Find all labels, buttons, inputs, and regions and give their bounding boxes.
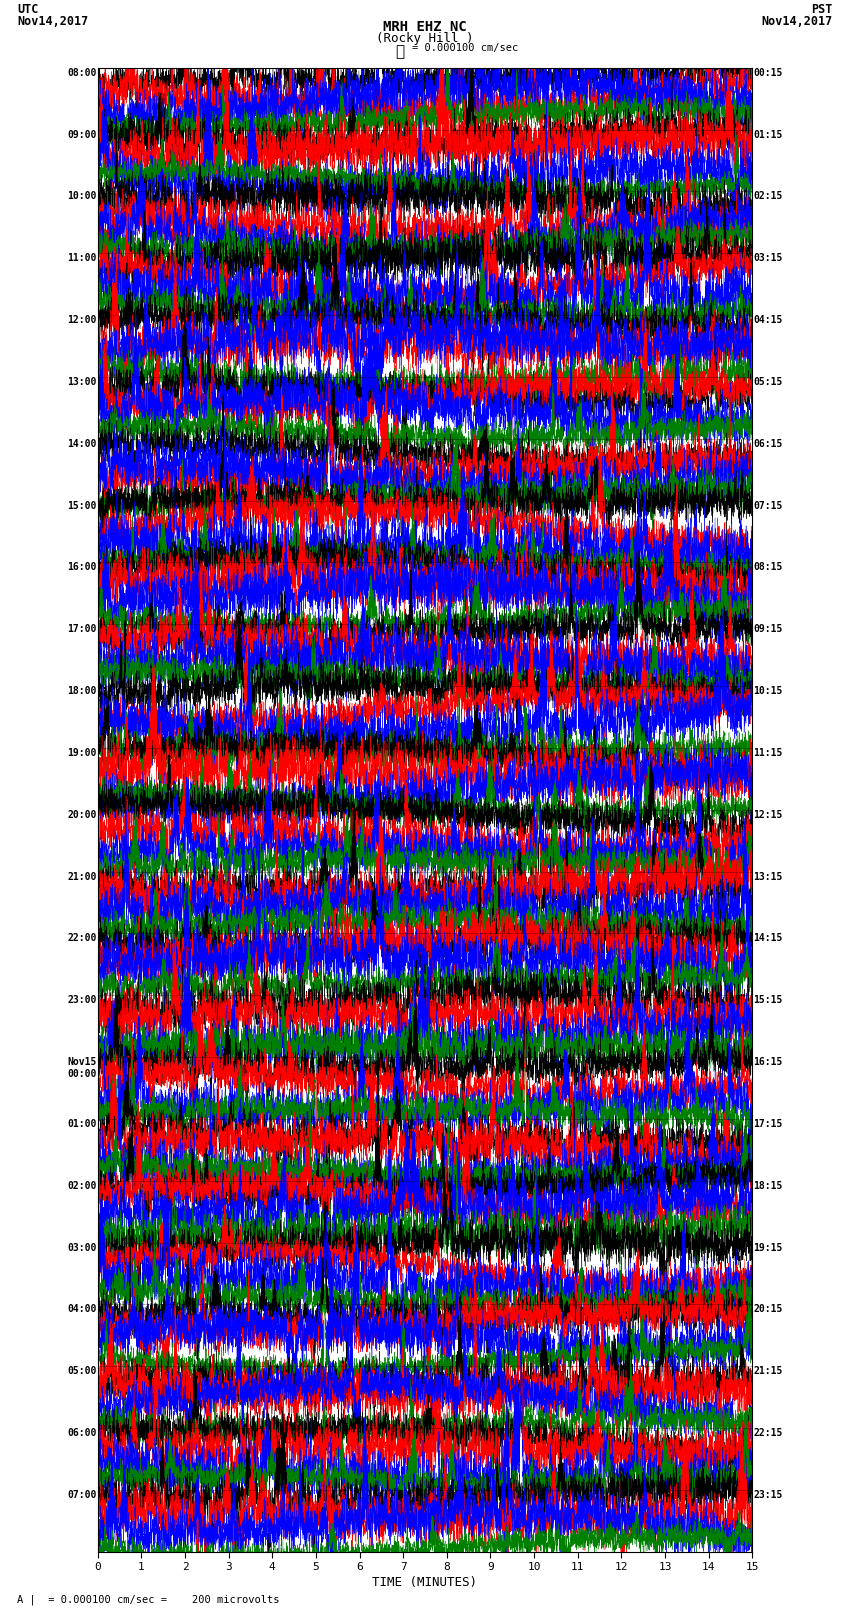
Text: A |  = 0.000100 cm/sec =    200 microvolts: A | = 0.000100 cm/sec = 200 microvolts bbox=[17, 1594, 280, 1605]
Text: 05:15: 05:15 bbox=[754, 377, 783, 387]
Text: 19:15: 19:15 bbox=[754, 1242, 783, 1253]
Text: 14:00: 14:00 bbox=[67, 439, 96, 448]
Text: 09:00: 09:00 bbox=[67, 129, 96, 140]
Text: 00:15: 00:15 bbox=[754, 68, 783, 77]
Text: 01:15: 01:15 bbox=[754, 129, 783, 140]
X-axis label: TIME (MINUTES): TIME (MINUTES) bbox=[372, 1576, 478, 1589]
Text: 13:00: 13:00 bbox=[67, 377, 96, 387]
Text: 11:15: 11:15 bbox=[754, 748, 783, 758]
Text: 03:15: 03:15 bbox=[754, 253, 783, 263]
Text: 10:00: 10:00 bbox=[67, 192, 96, 202]
Text: 18:15: 18:15 bbox=[754, 1181, 783, 1190]
Text: 20:15: 20:15 bbox=[754, 1305, 783, 1315]
Text: 07:15: 07:15 bbox=[754, 500, 783, 511]
Text: 23:15: 23:15 bbox=[754, 1490, 783, 1500]
Text: 07:00: 07:00 bbox=[67, 1490, 96, 1500]
Text: 04:00: 04:00 bbox=[67, 1305, 96, 1315]
Text: 21:00: 21:00 bbox=[67, 871, 96, 882]
Text: 15:00: 15:00 bbox=[67, 500, 96, 511]
Text: 16:15: 16:15 bbox=[754, 1057, 783, 1068]
Text: Nov14,2017: Nov14,2017 bbox=[17, 15, 88, 27]
Text: 22:15: 22:15 bbox=[754, 1428, 783, 1439]
Text: 08:00: 08:00 bbox=[67, 68, 96, 77]
Text: MRH EHZ NC: MRH EHZ NC bbox=[383, 19, 467, 34]
Text: Nov14,2017: Nov14,2017 bbox=[762, 15, 833, 27]
Text: 17:15: 17:15 bbox=[754, 1119, 783, 1129]
Text: 03:00: 03:00 bbox=[67, 1242, 96, 1253]
Text: 23:00: 23:00 bbox=[67, 995, 96, 1005]
Text: 06:15: 06:15 bbox=[754, 439, 783, 448]
Text: 16:00: 16:00 bbox=[67, 563, 96, 573]
Text: 15:15: 15:15 bbox=[754, 995, 783, 1005]
Text: 04:15: 04:15 bbox=[754, 315, 783, 326]
Text: 05:00: 05:00 bbox=[67, 1366, 96, 1376]
Text: 11:00: 11:00 bbox=[67, 253, 96, 263]
Text: 12:00: 12:00 bbox=[67, 315, 96, 326]
Text: 20:00: 20:00 bbox=[67, 810, 96, 819]
Text: PST: PST bbox=[812, 3, 833, 16]
Text: 17:00: 17:00 bbox=[67, 624, 96, 634]
Text: ⎹: ⎹ bbox=[395, 44, 404, 60]
Text: (Rocky Hill ): (Rocky Hill ) bbox=[377, 32, 473, 45]
Text: 12:15: 12:15 bbox=[754, 810, 783, 819]
Text: 19:00: 19:00 bbox=[67, 748, 96, 758]
Text: 10:15: 10:15 bbox=[754, 686, 783, 697]
Text: Nov15
00:00: Nov15 00:00 bbox=[67, 1057, 96, 1079]
Text: 18:00: 18:00 bbox=[67, 686, 96, 697]
Text: 02:00: 02:00 bbox=[67, 1181, 96, 1190]
Text: 14:15: 14:15 bbox=[754, 934, 783, 944]
Text: UTC: UTC bbox=[17, 3, 38, 16]
Text: 09:15: 09:15 bbox=[754, 624, 783, 634]
Text: 22:00: 22:00 bbox=[67, 934, 96, 944]
Text: 02:15: 02:15 bbox=[754, 192, 783, 202]
Text: 21:15: 21:15 bbox=[754, 1366, 783, 1376]
Text: = 0.000100 cm/sec: = 0.000100 cm/sec bbox=[412, 44, 518, 53]
Text: 06:00: 06:00 bbox=[67, 1428, 96, 1439]
Text: 01:00: 01:00 bbox=[67, 1119, 96, 1129]
Text: 13:15: 13:15 bbox=[754, 871, 783, 882]
Text: 08:15: 08:15 bbox=[754, 563, 783, 573]
